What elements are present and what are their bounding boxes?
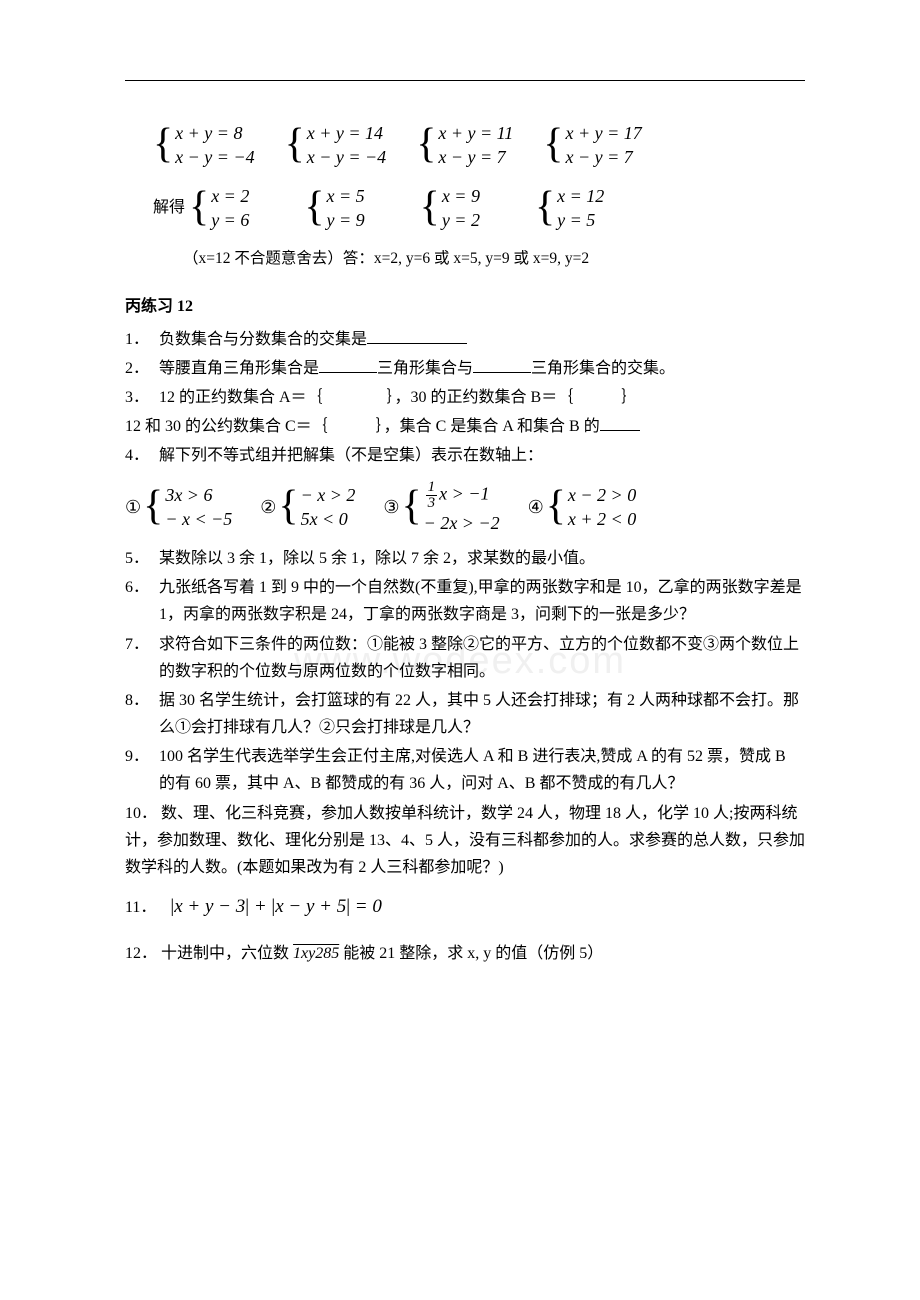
q-number: 4． (125, 442, 159, 469)
equation-row-2: 解得 { x = 2 y = 6 { x = 5 y = 9 { x = 9 y… (153, 184, 805, 233)
answer-line: （x=12 不合题意舍去）答：x=2, y=6 或 x=5, y=9 或 x=9… (183, 246, 805, 272)
question-3-line2: 12 和 30 的公约数集合 C＝｛ ｝，集合 C 是集合 A 和集合 B 的 (125, 413, 805, 440)
q-number: 1． (125, 326, 159, 353)
eq-line: y = 2 (442, 208, 480, 232)
eq-sys: { x + y = 8 x − y = −4 (153, 121, 255, 170)
q-number: 12． (125, 945, 157, 962)
question-7: 7． 求符合如下三条件的两位数：①能被 3 整除②它的平方、立方的个位数都不变③… (125, 631, 805, 685)
q-text-part: 三角形集合的交集。 (531, 360, 675, 377)
q-text: 据 30 名学生统计，会打篮球的有 22 人，其中 5 人还会打排球；有 2 人… (159, 687, 805, 741)
ineq-line: 3x > 6 (165, 485, 212, 505)
document-page: www.wodeex.com { x + y = 8 x − y = −4 { … (0, 0, 920, 1300)
blank (367, 327, 467, 344)
q-text: 100 名学生代表选举学生会正付主席,对侯选人 A 和 B 进行表决,赞成 A … (159, 743, 805, 797)
ineq-line: 13x > −1 (424, 480, 500, 511)
question-5: 5． 某数除以 3 余 1，除以 5 余 1，除以 7 余 2，求某数的最小值。 (125, 545, 805, 572)
inequality-row: ① { 3x > 6 − x < −5 ② { − x > 2 5x < 0 (125, 480, 805, 535)
circ-label: ④ (528, 492, 544, 523)
question-11: 11． |x + y − 3| + |x − y + 5| = 0 (125, 891, 805, 923)
eq-line: x + y = 17 (565, 121, 641, 145)
blank (600, 414, 640, 431)
q-text-part: 负数集合与分数集合的交集是 (159, 331, 367, 348)
blank (473, 356, 531, 373)
q-number: 10． (125, 805, 157, 822)
circ-label: ③ (383, 492, 399, 523)
q-number: 8． (125, 687, 159, 741)
ineq-line: x − 2 > 0 (568, 485, 636, 505)
eq-line: x + y = 8 (175, 121, 254, 145)
eq-line: x + y = 11 (438, 121, 513, 145)
question-12: 12． 十进制中，六位数 1xy285 能被 21 整除，求 x, y 的值（仿… (125, 940, 805, 967)
q-number: 6． (125, 574, 159, 628)
question-4: 4． 解下列不等式组并把解集（不是空集）表示在数轴上： (125, 442, 805, 469)
q-text: 解下列不等式组并把解集（不是空集）表示在数轴上： (159, 442, 805, 469)
question-6: 6． 九张纸各写着 1 到 9 中的一个自然数(不重复),甲拿的两张数字和是 1… (125, 574, 805, 628)
question-list: 1． 负数集合与分数集合的交集是 2． 等腰直角三角形集合是 三角形集合与 三角形集… (125, 326, 805, 967)
eq-line: y = 6 (211, 208, 249, 232)
eq-sys: { x + y = 17 x − y = 7 (543, 121, 641, 170)
eq-line: x + y = 14 (307, 121, 386, 145)
solve-prefix: 解得 (153, 194, 185, 221)
question-1: 1． 负数集合与分数集合的交集是 (125, 326, 805, 353)
eq-line: y = 9 (327, 208, 365, 232)
ineq-sys: ② { − x > 2 5x < 0 (260, 483, 355, 532)
circ-label: ② (260, 492, 276, 523)
ineq-line: − x < −5 (165, 509, 232, 529)
q-text-part: 十进制中，六位数 (161, 945, 289, 962)
question-2: 2． 等腰直角三角形集合是 三角形集合与 三角形集合的交集。 (125, 355, 805, 382)
q-text-part: 12 和 30 的公约数集合 C＝｛ ｝，集合 C 是集合 A 和集合 B 的 (125, 418, 600, 435)
q-text-part: 三角形集合与 (377, 360, 473, 377)
ineq-line: − 2x > −2 (424, 513, 500, 533)
q-number: 7． (125, 631, 159, 685)
eq-line: x − y = −4 (175, 145, 254, 169)
q-number: 5． (125, 545, 159, 572)
eq-sys: { x + y = 14 x − y = −4 (285, 121, 387, 170)
q-number: 11． (125, 899, 156, 916)
question-3: 3． 12 的正约数集合 A＝｛ ｝，30 的正约数集合 B＝｛ ｝ (125, 384, 805, 411)
q-number: 2． (125, 355, 159, 382)
eq-sys: { x = 5 y = 9 (304, 184, 364, 233)
overline-number: 1xy285 (293, 945, 339, 962)
q-text: 等腰直角三角形集合是 三角形集合与 三角形集合的交集。 (159, 355, 805, 382)
eq-line: x = 2 (211, 184, 249, 208)
eq-sys: 解得 { x = 2 y = 6 (153, 184, 249, 233)
q-text: 数、理、化三科竞赛，参加人数按单科统计，数学 24 人，物理 18 人，化学 1… (125, 805, 805, 876)
eq-line: x = 9 (442, 184, 480, 208)
q-number: 9． (125, 743, 159, 797)
blank (319, 356, 377, 373)
eq-sys: { x = 12 y = 5 (535, 184, 604, 233)
ineq-line: − x > 2 (301, 485, 356, 505)
section-title: 丙练习 12 (125, 293, 805, 320)
q-text: 某数除以 3 余 1，除以 5 余 1，除以 7 余 2，求某数的最小值。 (159, 545, 805, 572)
circ-label: ① (125, 492, 141, 523)
eq-line: x − y = −4 (307, 145, 386, 169)
question-8: 8． 据 30 名学生统计，会打篮球的有 22 人，其中 5 人还会打排球；有 … (125, 687, 805, 741)
ineq-sys: ① { 3x > 6 − x < −5 (125, 483, 232, 532)
question-10: 10． 数、理、化三科竞赛，参加人数按单科统计，数学 24 人，物理 18 人，… (125, 800, 805, 882)
eq-line: x − y = 7 (438, 145, 513, 169)
content-body: { x + y = 8 x − y = −4 { x + y = 14 x − … (125, 121, 805, 967)
eq-line: x = 5 (327, 184, 365, 208)
q-text: 负数集合与分数集合的交集是 (159, 326, 805, 353)
ineq-line: x + 2 < 0 (568, 509, 636, 529)
q-text: 九张纸各写着 1 到 9 中的一个自然数(不重复),甲拿的两张数字和是 10，乙… (159, 574, 805, 628)
eq-sys: { x + y = 11 x − y = 7 (416, 121, 513, 170)
equation-row-1: { x + y = 8 x − y = −4 { x + y = 14 x − … (153, 121, 805, 170)
eq-line: x = 12 (557, 184, 604, 208)
q-text-part: 能被 21 整除，求 x, y 的值（仿例 5） (343, 945, 603, 962)
abs-equation: |x + y − 3| + |x − y + 5| = 0 (170, 896, 381, 917)
eq-line: x − y = 7 (565, 145, 641, 169)
ineq-sys: ③ { 13x > −1 − 2x > −2 (383, 480, 499, 535)
eq-line: y = 5 (557, 208, 604, 232)
top-rule (125, 80, 805, 81)
ineq-sys: ④ { x − 2 > 0 x + 2 < 0 (528, 483, 637, 532)
q-number: 3． (125, 384, 159, 411)
q-text-part: 等腰直角三角形集合是 (159, 360, 319, 377)
q-text: 求符合如下三条件的两位数：①能被 3 整除②它的平方、立方的个位数都不变③两个数… (159, 631, 805, 685)
eq-sys: { x = 9 y = 2 (420, 184, 480, 233)
q-text-part: 12 的正约数集合 A＝｛ ｝，30 的正约数集合 B＝｛ ｝ (159, 389, 637, 406)
q-text: 12 的正约数集合 A＝｛ ｝，30 的正约数集合 B＝｛ ｝ (159, 384, 805, 411)
ineq-line: 5x < 0 (301, 509, 348, 529)
question-9: 9． 100 名学生代表选举学生会正付主席,对侯选人 A 和 B 进行表决,赞成… (125, 743, 805, 797)
